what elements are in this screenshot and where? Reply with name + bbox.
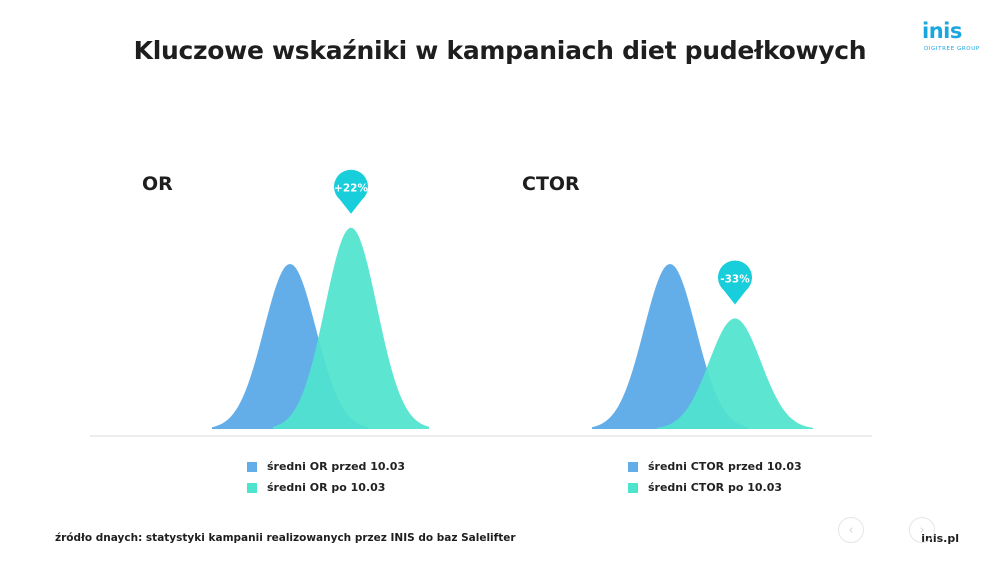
- chart-title-ctor: CTOR: [522, 173, 580, 195]
- legend-label: średni CTOR po 10.03: [648, 481, 783, 494]
- legend-swatch: [628, 482, 638, 493]
- legend-label: średni OR po 10.03: [267, 481, 386, 494]
- legend-label: średni OR przed 10.03: [267, 460, 406, 473]
- badge-or-shape: [334, 169, 368, 214]
- chart-or: OR +22%: [142, 169, 429, 429]
- inis-logo[interactable]: inis DIGITREE GROUP: [918, 19, 979, 60]
- chevron-right-icon: ›: [919, 522, 925, 538]
- legend-label: średni CTOR przed 10.03: [648, 460, 802, 473]
- data-source-note: źródło dnaych: statystyki kampanii reali…: [55, 532, 516, 544]
- curve-ctor-after: [657, 318, 813, 429]
- legend-swatch: [247, 482, 257, 493]
- legend-ctor: średni CTOR przed 10.03 średni CTOR po 1…: [628, 456, 802, 498]
- badge-ctor-label: -33%: [720, 273, 750, 285]
- legend-item: średni OR po 10.03: [247, 477, 405, 498]
- badge-ctor: -33%: [718, 260, 752, 305]
- page-title: Kluczowe wskaźniki w kampaniach diet pud…: [133, 36, 867, 65]
- legend-item: średni CTOR po 10.03: [628, 477, 802, 498]
- badge-or: +22%: [334, 169, 368, 214]
- chevron-left-icon: ‹: [848, 522, 854, 538]
- next-slide-button[interactable]: ›: [909, 517, 935, 543]
- badge-or-label: +22%: [334, 183, 368, 195]
- legend-item: średni OR przed 10.03: [247, 456, 405, 477]
- logo-wordmark: inis: [922, 19, 962, 43]
- logo-subtext: DIGITREE GROUP: [924, 46, 980, 52]
- badge-ctor-shape: [718, 260, 752, 305]
- legend-or: średni OR przed 10.03 średni OR po 10.03: [247, 456, 405, 498]
- legend-swatch: [247, 461, 257, 472]
- curve-or-after: [273, 227, 429, 429]
- chart-title-or: OR: [142, 173, 173, 195]
- legend-item: średni CTOR przed 10.03: [628, 456, 802, 477]
- chart-ctor: CTOR -33%: [522, 173, 813, 429]
- legend-swatch: [628, 461, 638, 472]
- prev-slide-button[interactable]: ‹: [838, 517, 864, 543]
